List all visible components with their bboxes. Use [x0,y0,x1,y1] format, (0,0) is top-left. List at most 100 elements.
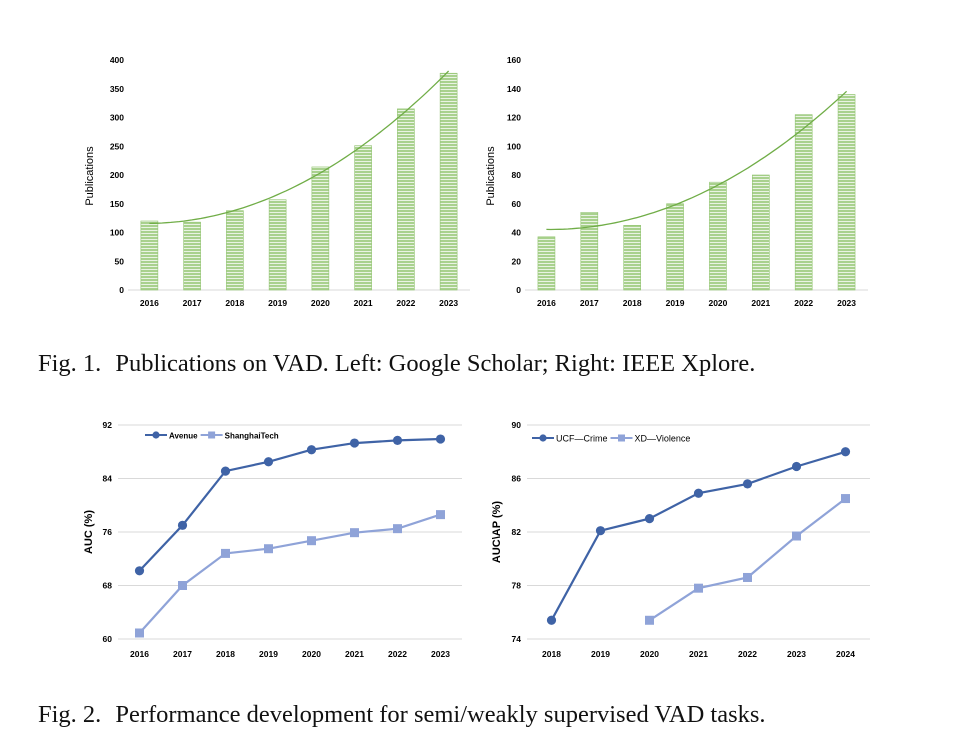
publications-google-scholar-chart: 0 50 100 150 200 250 300 350 400 2016 2017 2018 2019… [84,55,470,308]
x-tick-label: 2016 [130,649,149,659]
legend: UCF—Crime XD—Violence [532,434,690,444]
y-tick-label: 100 [110,228,124,238]
bar [183,221,201,291]
y-tick-label: 120 [507,113,521,123]
x-tick-label: 2022 [396,298,415,308]
y-tick-label: 86 [512,474,522,484]
bar [268,199,287,291]
y-tick-label: 50 [115,256,125,266]
y-tick-label: 150 [110,199,124,209]
y-tick-label: 0 [516,285,521,295]
data-point-square [694,583,703,593]
y-tick-label: 76 [103,527,113,537]
series-line [550,450,846,621]
x-tick-label: 2019 [666,298,685,308]
legend-label: UCF—Crime [556,434,608,444]
y-tick-label: 140 [507,84,521,94]
data-point-square [436,510,445,520]
x-tick-label: 2019 [591,649,610,659]
y-tick-label: 200 [110,170,124,180]
bar [709,181,727,291]
x-tick-label: 2016 [537,298,556,308]
x-tick-label: 2018 [216,649,235,659]
data-point-circle [546,615,557,625]
y-tick-label: 84 [103,474,113,484]
y-tick-label: 60 [512,199,522,209]
legend: Avenue ShanghaiTech [145,431,279,441]
legend-label: XD—Violence [635,434,691,444]
bar [837,94,856,291]
legend-marker-square [208,431,216,439]
figure1-caption-text: Publications on VAD. Left: Google Schola… [115,350,756,377]
data-point-circle [693,488,704,498]
y-tick-label: 82 [512,527,522,537]
y-tick-label: 92 [103,420,113,430]
x-tick-label: 2017 [173,649,192,659]
y-axis-label: Publications [84,146,96,206]
y-tick-label: 78 [512,581,522,591]
y-tick-label: 40 [512,228,522,238]
y-tick-label: 74 [512,634,522,644]
x-tick-label: 2018 [623,298,642,308]
data-point-circle [742,479,753,489]
x-tick-label: 2022 [794,298,813,308]
x-tick-label: 2021 [689,649,708,659]
data-point-square [350,528,359,538]
legend-label: Avenue [169,432,198,441]
data-point-circle [791,461,802,472]
series-line [648,497,847,622]
y-tick-label: 160 [507,55,521,65]
series-line [138,437,441,572]
legend-marker-square [618,434,625,442]
legend-marker-circle [539,434,547,442]
data-point-circle [177,520,188,530]
data-point-circle [392,435,403,445]
x-tick-label: 2023 [431,649,450,659]
y-tick-label: 100 [507,141,521,151]
x-tick-label: 2016 [140,298,159,308]
data-point-circle [349,438,360,448]
x-tick-label: 2020 [311,298,330,308]
x-tick-label: 2024 [836,649,855,659]
data-point-circle [644,514,655,524]
weakly-supervised-auc-chart: 74 78 82 86 90 2018 2019 2020 2021 2022 2023 2024 AU… [491,420,870,659]
x-tick-label: 2022 [388,649,407,659]
trendline [149,70,450,225]
data-point-square [393,524,402,534]
x-tick-label: 2017 [183,298,202,308]
data-point-square [841,494,850,504]
x-tick-label: 2023 [837,298,856,308]
bar [794,114,813,291]
trendline [546,90,848,231]
x-tick-label: 2021 [354,298,373,308]
data-point-circle [306,445,317,455]
bar [397,108,415,291]
figure2-caption-text: Performance development for semi/weakly … [115,701,766,728]
bar [752,174,770,291]
y-axis-label: AUC\AP (%) [491,501,503,563]
bar [140,220,159,291]
data-point-circle [263,457,274,467]
y-tick-label: 60 [103,634,113,644]
y-tick-label: 80 [512,170,522,180]
bar [439,72,458,291]
bar [580,212,599,291]
legend-label: ShanghaiTech [225,432,279,441]
figure1-caption: Fig. 1. Publications on VAD. Left: Google… [38,350,755,378]
y-tick-label: 90 [512,420,522,430]
bar [537,236,556,291]
publications-ieee-xplore-chart: 0 20 40 60 80 100 120 140 160 2016 2017 2018 2019 202… [485,55,868,308]
y-tick-label: 20 [512,256,522,266]
bar [623,225,641,291]
bar [666,203,684,291]
bar [354,145,372,291]
x-tick-label: 2021 [751,298,770,308]
figure1-caption-label: Fig. 1. [38,350,102,377]
x-tick-label: 2023 [787,649,806,659]
figure2-caption: Fig. 2. Performance development for semi/… [38,701,766,729]
figure2-caption-label: Fig. 2. [38,701,102,728]
y-tick-label: 400 [110,55,124,65]
legend-marker-circle [152,431,160,439]
x-tick-label: 2020 [708,298,727,308]
